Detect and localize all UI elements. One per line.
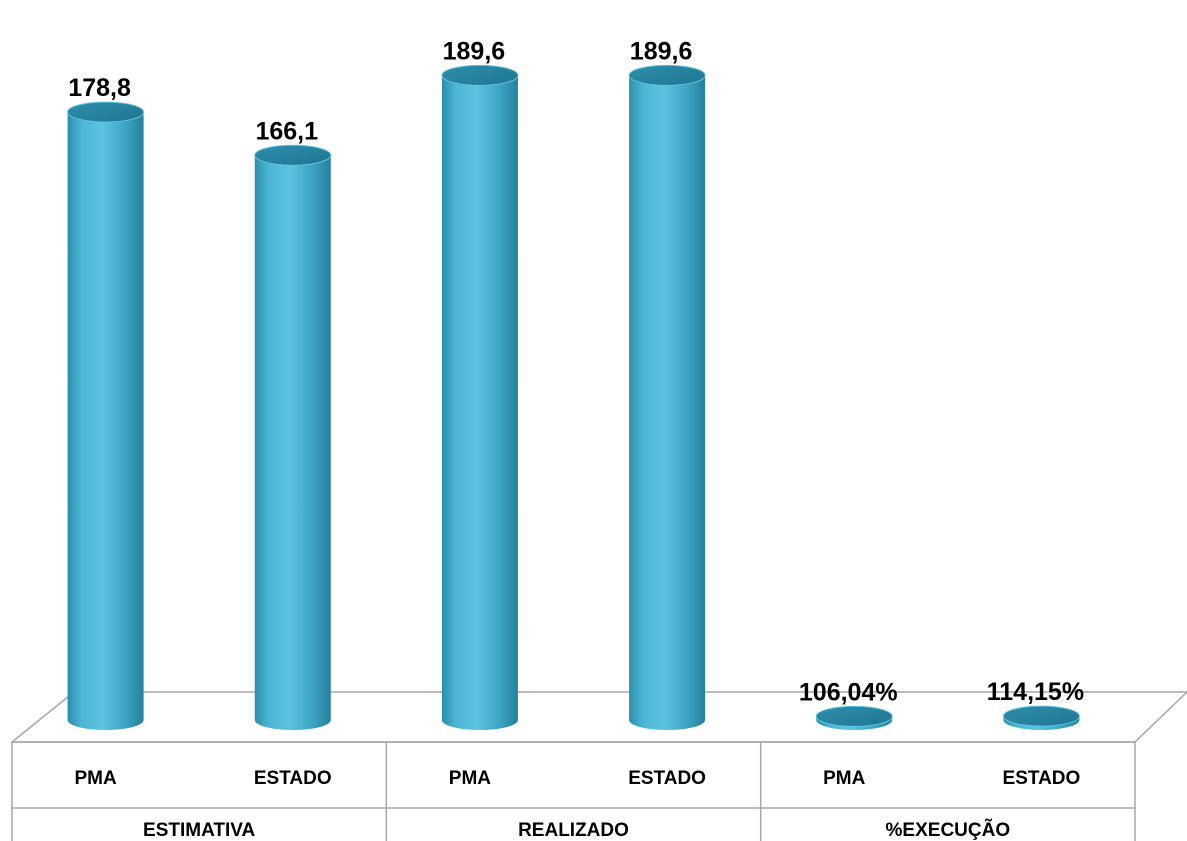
category-label: ESTADO <box>1003 768 1081 789</box>
group-label: ESTIMATIVA <box>143 820 256 841</box>
bar-cap <box>1002 705 1080 727</box>
bar-cap <box>441 64 519 86</box>
group-label: %EXECUÇÃO <box>886 819 1011 841</box>
bars <box>67 64 1080 731</box>
bar-realizado-pma <box>441 75 518 731</box>
category-label: ESTADO <box>628 768 706 789</box>
bar-cap <box>815 705 893 727</box>
bar-cap <box>254 144 332 166</box>
data-label: 189,6 <box>630 37 693 65</box>
category-label: ESTADO <box>254 768 332 789</box>
bar-cap <box>628 64 706 86</box>
data-label: 114,15% <box>987 678 1084 706</box>
value-labels: 178,8 166,1 189,6 189,6 106,04% 114,15% <box>68 37 1084 706</box>
bar-cap <box>67 101 145 123</box>
category-label: PMA <box>449 768 492 789</box>
data-label: 106,04% <box>799 678 898 706</box>
category-axis: PMA ESTADO ESTIMATIVA PMA ESTADO REALIZADO PMA… <box>11 741 1136 841</box>
bar-realizado-estado <box>629 75 706 731</box>
data-label: 178,8 <box>68 74 131 102</box>
bar-estimativa-estado <box>254 155 331 730</box>
bar-estimativa-pma <box>67 112 144 730</box>
category-label: PMA <box>823 768 866 789</box>
data-label: 189,6 <box>443 37 506 65</box>
group-label: REALIZADO <box>518 820 629 841</box>
category-label: PMA <box>74 768 117 789</box>
data-label: 166,1 <box>255 117 318 145</box>
